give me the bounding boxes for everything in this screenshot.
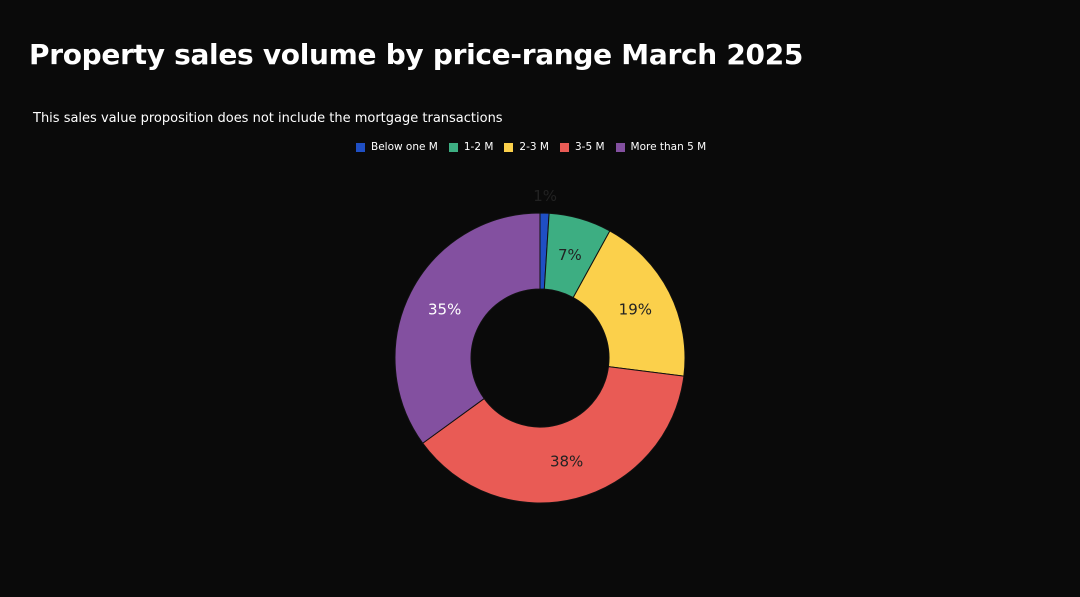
slice-label: 7% — [558, 246, 582, 264]
slice-label: 19% — [619, 300, 652, 318]
chart-legend: Below one M 1-2 M 2-3 M 3-5 M More than … — [356, 141, 706, 153]
donut-slice-3-5-m[interactable] — [421, 366, 685, 504]
slice-label: 38% — [550, 453, 583, 471]
donut-slice-2-3-m[interactable] — [572, 230, 686, 377]
legend-swatch — [559, 142, 569, 152]
donut-slice-more-than-5-m[interactable] — [394, 212, 541, 444]
legend-item-2-3-m[interactable]: 2-3 M — [504, 141, 549, 153]
legend-label: 3-5 M — [574, 141, 605, 153]
chart-title: Property sales volume by price-range Mar… — [29, 38, 804, 71]
legend-label: 1-2 M — [463, 141, 494, 153]
legend-item-3-5-m[interactable]: 3-5 M — [559, 141, 605, 153]
legend-item-1-2-m[interactable]: 1-2 M — [448, 141, 494, 153]
slice-label: 35% — [428, 300, 461, 318]
slice-label: 1% — [533, 187, 557, 205]
legend-label: Below one M — [371, 141, 438, 153]
legend-swatch — [356, 142, 365, 152]
legend-item-below-one-m[interactable]: Below one M — [356, 141, 438, 153]
legend-label: 2-3 M — [519, 141, 549, 153]
legend-swatch — [615, 142, 625, 152]
legend-swatch — [504, 142, 514, 152]
chart-subtitle: This sales value proposition does not in… — [33, 111, 503, 126]
legend-item-more-than-5-m[interactable]: More than 5 M — [615, 141, 707, 153]
legend-label: More than 5 M — [630, 141, 707, 153]
legend-swatch — [448, 142, 458, 152]
